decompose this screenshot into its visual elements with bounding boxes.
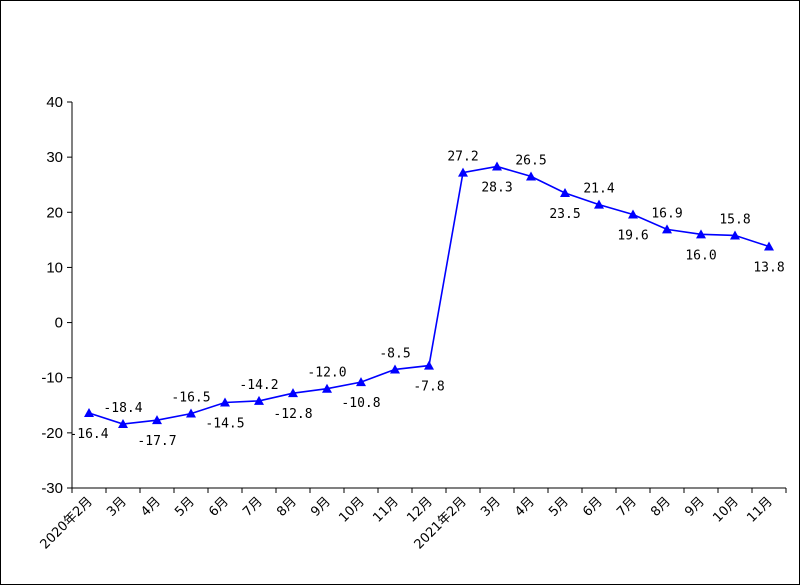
x-tick-label: 4月 — [512, 494, 538, 520]
data-label: -16.4 — [69, 427, 108, 442]
data-labels: -16.4 -18.4 -17.7 -16.5 -14.5 -14.2 -12.8 -12.0… — [69, 150, 784, 450]
data-label: 13.8 — [753, 260, 784, 275]
data-point-marker — [288, 388, 298, 398]
y-tick-label: 30 — [46, 149, 63, 166]
y-tick-label: -30 — [41, 480, 63, 497]
x-tick-label: 10月 — [710, 494, 741, 525]
x-tick-label: 9月 — [308, 494, 334, 520]
x-tick-label: 2020年2月 — [38, 494, 96, 552]
data-point-marker — [492, 161, 502, 171]
data-label: -7.8 — [413, 380, 444, 395]
data-point-marker — [696, 229, 706, 239]
y-tick-label: 0 — [55, 315, 63, 332]
data-point-marker — [186, 408, 196, 418]
data-point-marker — [84, 408, 94, 418]
data-label: 16.0 — [685, 248, 716, 263]
y-tick-label: -10 — [41, 370, 63, 387]
data-label: 21.4 — [583, 182, 614, 197]
data-label: -18.4 — [103, 401, 142, 416]
data-point-marker — [118, 419, 128, 429]
x-tick-label: 4月 — [138, 494, 164, 520]
x-tick-label: 8月 — [648, 494, 674, 520]
data-point-marker — [764, 241, 774, 251]
data-label: 28.3 — [481, 181, 512, 196]
data-point-marker — [322, 383, 332, 393]
data-point-marker — [220, 397, 230, 407]
x-tick-label: 5月 — [172, 494, 198, 520]
data-point-marker — [526, 171, 536, 181]
data-point-marker — [560, 187, 570, 197]
data-point-marker — [356, 377, 366, 387]
x-tick-label: 11月 — [370, 494, 401, 525]
data-label: -14.5 — [205, 417, 244, 432]
data-label: -8.5 — [379, 346, 410, 361]
x-tick-label: 7月 — [614, 494, 640, 520]
data-point-marker — [458, 167, 468, 177]
y-tick-label: 10 — [46, 259, 63, 276]
data-point-marker — [594, 199, 604, 209]
x-tick-label: 10月 — [336, 494, 367, 525]
x-tick-label: 7月 — [240, 494, 266, 520]
data-point-marker — [254, 395, 264, 405]
data-label: 16.9 — [651, 206, 682, 221]
data-label: 23.5 — [549, 207, 580, 222]
data-point-marker — [424, 360, 434, 370]
y-tick-label: 40 — [46, 94, 63, 111]
y-axis: 40 30 20 10 0 -10 -20 -30 — [41, 94, 73, 497]
data-point-marker — [390, 364, 400, 374]
data-label: -10.8 — [341, 396, 380, 411]
x-tick-label: 6月 — [580, 494, 606, 520]
data-label: 27.2 — [447, 150, 478, 165]
data-label: 19.6 — [617, 228, 648, 243]
data-point-marker — [662, 224, 672, 234]
y-tick-label: 20 — [46, 204, 63, 221]
x-tick-label: 11月 — [744, 494, 775, 525]
data-label: -16.5 — [171, 391, 210, 406]
series-layer — [84, 161, 774, 429]
data-label: -17.7 — [137, 434, 176, 449]
y-tick-label: -20 — [41, 425, 63, 442]
x-tick-label: 5月 — [546, 494, 572, 520]
data-label: -14.2 — [239, 378, 278, 393]
x-tick-label: 3月 — [478, 494, 504, 520]
data-point-marker — [730, 230, 740, 240]
data-point-marker — [152, 415, 162, 425]
data-label: -12.8 — [273, 407, 312, 422]
x-tick-label: 8月 — [274, 494, 300, 520]
data-label: -12.0 — [307, 366, 346, 381]
x-tick-label: 6月 — [206, 494, 232, 520]
data-label: 26.5 — [515, 153, 546, 168]
data-label: 15.8 — [719, 212, 750, 227]
data-point-marker — [628, 209, 638, 219]
x-tick-label: 3月 — [104, 494, 130, 520]
x-tick-label: 9月 — [682, 494, 708, 520]
